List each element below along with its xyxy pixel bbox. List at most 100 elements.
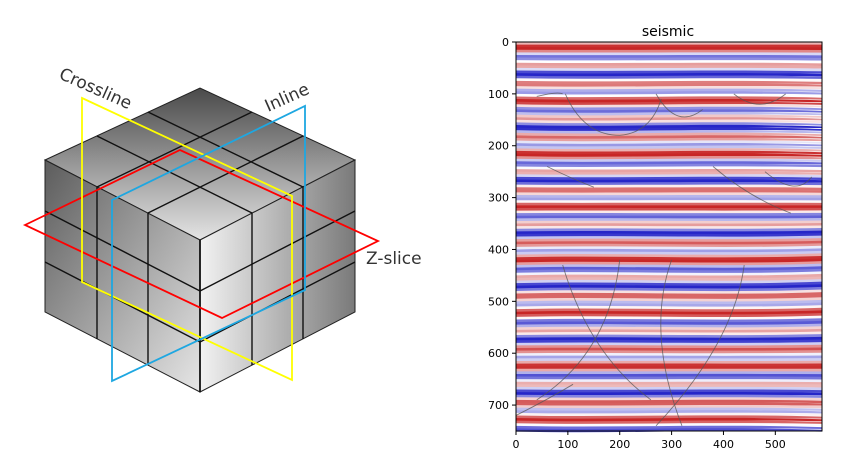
seismic-band: [516, 412, 822, 417]
seismic-band: [516, 98, 822, 103]
seismic-band: [516, 143, 822, 148]
seismic-band: [516, 137, 822, 142]
seismic-band: [516, 148, 822, 153]
seismic-band: [516, 212, 822, 217]
seismic-band: [516, 273, 822, 280]
seismic-band: [516, 281, 822, 288]
crossline-label: Crossline: [56, 64, 135, 114]
seismic-band: [516, 132, 822, 137]
seismic-band: [516, 271, 822, 277]
seismic-band: [516, 44, 822, 48]
y-tick-label: 400: [488, 243, 509, 256]
y-tick-label: 100: [488, 88, 509, 101]
seismic-band: [516, 197, 822, 201]
seismic-band: [516, 57, 822, 61]
seismic-band: [516, 119, 822, 124]
seismic-band: [516, 279, 822, 285]
seismic-band: [516, 156, 822, 160]
fault-curve: [536, 92, 563, 97]
seismic-band: [516, 286, 822, 293]
y-tick-label: 600: [488, 347, 509, 360]
seismic-band: [516, 284, 822, 290]
fault-curve: [546, 166, 594, 188]
seismic-band: [516, 54, 822, 59]
seismic-band: [516, 140, 822, 145]
x-tick-label: 100: [557, 438, 578, 451]
seismic-band: [516, 192, 822, 196]
seismic-band: [516, 363, 822, 367]
seismic-band: [516, 114, 822, 119]
seismic-band: [516, 122, 822, 127]
seismic-band: [516, 355, 822, 360]
zslice-label: Z-slice: [366, 249, 422, 269]
plot-frame: [515, 41, 823, 432]
x-tick-label: 0: [513, 438, 520, 451]
fault-curves: [515, 92, 812, 427]
seismic-band: [516, 161, 822, 166]
seismic-band: [516, 101, 822, 106]
x-tick-label: 200: [609, 438, 630, 451]
seismic-band: [516, 202, 822, 207]
zslice-plane-outline: [22, 149, 381, 319]
seismic-band: [516, 366, 822, 370]
seismic-band: [516, 268, 822, 275]
seismic-band: [516, 109, 822, 114]
y-tick-label: 500: [488, 295, 509, 308]
seismic-band: [516, 47, 822, 51]
seismic-band: [516, 420, 822, 425]
seismic-band: [516, 111, 822, 116]
seismic-band: [516, 117, 822, 122]
seismic-band: [516, 404, 822, 409]
seismic-band: [516, 163, 822, 168]
seismic-band: [516, 368, 822, 372]
seismic-band: [516, 96, 822, 101]
seismic-band: [516, 83, 822, 88]
fault-curve: [562, 264, 652, 401]
y-tick-label: 700: [488, 399, 509, 412]
seismic-band: [516, 360, 822, 365]
seismic-band: [516, 289, 822, 295]
seismic-band: [516, 371, 822, 375]
seismic-band: [516, 91, 822, 96]
seismic-band: [516, 205, 822, 209]
seismic-band: [516, 294, 822, 301]
seismic-band: [516, 93, 822, 98]
seismic-band: [516, 425, 822, 430]
seismic-band: [516, 305, 822, 311]
seismic-band: [516, 381, 822, 386]
inline-plane-outline: [111, 104, 306, 383]
seismic-band: [516, 292, 822, 298]
x-tick-label: 300: [661, 438, 682, 451]
seismic-band: [516, 276, 822, 282]
fault-curve: [536, 259, 621, 401]
y-tick-label: 300: [488, 192, 509, 205]
seismic-plot: seismic 0 100 200 300 400 500 0 100 200 300 400 50…: [488, 24, 823, 451]
seismic-band: [516, 207, 822, 212]
y-axis: 0 100 200 300 400 500 600 700: [488, 36, 516, 412]
seismic-band: [516, 130, 822, 135]
fault-curve: [733, 93, 786, 105]
seismic-band: [516, 299, 822, 306]
seismic-band: [516, 415, 822, 420]
seismic-band: [516, 145, 822, 150]
fault-curve: [712, 166, 792, 214]
seismic-band: [516, 297, 822, 303]
seismic-cube-diagram: Crossline Inline Z-slice: [22, 64, 422, 393]
crossline-plane-outline: [81, 96, 293, 382]
seismic-band: [516, 210, 822, 214]
x-tick-label: 400: [713, 438, 734, 451]
fault-curve: [564, 93, 662, 136]
seismic-band: [516, 373, 822, 378]
seismic-band: [516, 194, 822, 199]
x-axis: 0 100 200 300 400 500: [513, 431, 786, 451]
seismic-band: [516, 52, 822, 56]
y-tick-label: 0: [502, 36, 509, 49]
seismic-band: [516, 423, 822, 428]
seismic-band: [516, 80, 822, 85]
seismic-band: [516, 158, 822, 163]
seismic-band: [516, 379, 822, 383]
seismic-band: [516, 417, 822, 422]
x-tick-label: 500: [765, 438, 786, 451]
seismic-band: [516, 150, 822, 155]
seismic-band: [516, 187, 822, 191]
